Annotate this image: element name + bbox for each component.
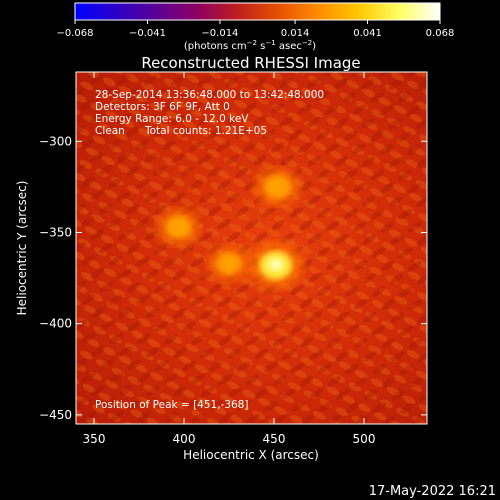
y-tick-label: −300 [39,134,72,148]
source-core [166,216,191,238]
energy-range-text: Energy Range: 6.0 - 12.0 keV [95,113,249,125]
y-tick-label: −450 [39,408,72,422]
generation-date: 17-May-2022 16:21 [369,484,496,499]
y-tick-label: −400 [39,317,72,331]
peak-position-text: Position of Peak = [451,-368] [95,399,249,411]
emission-source [256,168,299,205]
total-counts-text: Total counts: 1.21E+05 [144,125,267,137]
source-core [264,175,291,198]
emission-source [209,246,249,281]
colorbar-tick-label: −0.068 [56,28,93,39]
emission-source [249,243,302,288]
x-tick-label: 350 [83,432,106,446]
colorbar-tick-label: 0.041 [353,28,382,39]
chart-title: Reconstructed RHESSI Image [141,54,360,72]
y-tick-label: −350 [39,225,72,239]
colorbar-tick-label: −0.041 [129,28,166,39]
source-peak [268,258,283,271]
time-range-text: 28-Sep-2014 13:36:48.000 to 13:42:48.000 [95,89,324,101]
image-plot [76,72,427,424]
plot-frame [75,71,428,425]
sidelobe-ripples-dark [76,72,427,424]
x-axis-label: Heliocentric X (arcsec) [183,448,319,462]
x-tick-label: 500 [353,432,376,446]
colorbar-tick-label: 0.014 [281,28,310,39]
source-core [217,253,241,274]
x-axis-ticks: 350 400 450 500 [83,72,376,446]
colorbar-tick-label: −0.014 [201,28,238,39]
emission-source [157,209,200,245]
x-tick-label: 400 [173,432,196,446]
y-axis-ticks: −300 −350 −400 −450 [39,134,427,422]
clean-label: Clean [95,125,125,137]
y-axis-label: Heliocentric Y (arcsec) [15,181,29,316]
colorbar-tick-label: 0.068 [426,28,455,39]
source-layer [157,168,302,288]
colorbar-ticks: −0.068 −0.041 −0.014 0.014 0.041 0.068 [56,20,454,39]
x-tick-label: 450 [263,432,286,446]
detectors-text: Detectors: 3F 6F 9F, Att 0 [95,101,230,113]
colorbar [74,2,441,21]
colorbar-unit-label: (photons cm−2 s−1 asec−2) [184,39,316,52]
